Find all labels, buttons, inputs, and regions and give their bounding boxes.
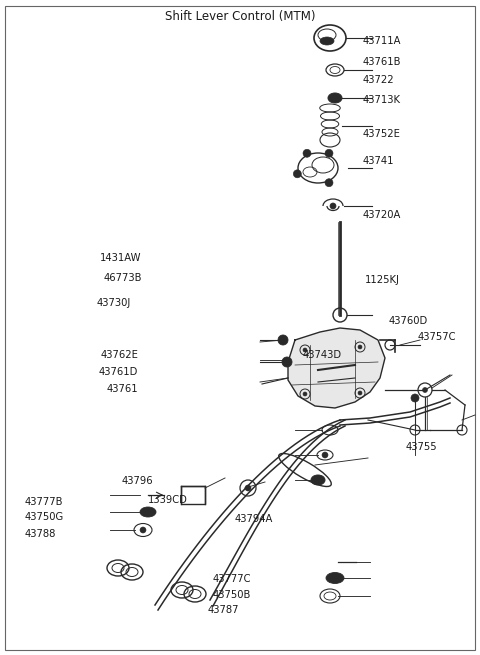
Text: 43750B: 43750B [212, 590, 251, 600]
Circle shape [330, 203, 336, 209]
Text: 43720A: 43720A [362, 210, 401, 220]
Text: 43711A: 43711A [362, 35, 401, 46]
Text: 1125KJ: 1125KJ [365, 275, 400, 286]
Text: 43761D: 43761D [99, 367, 138, 377]
Text: 43777C: 43777C [212, 574, 251, 584]
Ellipse shape [140, 507, 156, 517]
Text: 1339CD: 1339CD [148, 495, 188, 506]
Circle shape [358, 345, 362, 349]
Circle shape [325, 149, 333, 157]
Circle shape [278, 335, 288, 345]
Circle shape [282, 357, 292, 367]
Text: 46773B: 46773B [103, 272, 142, 283]
Text: 43722: 43722 [362, 75, 394, 85]
Text: 43761: 43761 [107, 384, 138, 394]
Text: 43750G: 43750G [25, 512, 64, 523]
Text: 43787: 43787 [207, 605, 239, 616]
Circle shape [422, 388, 428, 392]
Text: 43760D: 43760D [389, 316, 428, 326]
Text: 43777B: 43777B [25, 496, 63, 507]
Circle shape [293, 170, 301, 178]
Circle shape [303, 348, 307, 352]
Text: 43713K: 43713K [362, 94, 400, 105]
Circle shape [325, 179, 333, 187]
Circle shape [358, 391, 362, 395]
Circle shape [411, 394, 419, 402]
Text: 43788: 43788 [25, 529, 56, 539]
Circle shape [245, 485, 251, 491]
Text: 43755: 43755 [406, 441, 437, 452]
Text: Shift Lever Control (MTM): Shift Lever Control (MTM) [165, 10, 315, 23]
Ellipse shape [328, 93, 342, 103]
Circle shape [303, 149, 311, 157]
Text: 43762E: 43762E [100, 350, 138, 360]
Text: 43757C: 43757C [418, 331, 456, 342]
Circle shape [140, 527, 146, 533]
Text: 43794A: 43794A [234, 514, 273, 524]
Text: 43752E: 43752E [362, 128, 400, 139]
Circle shape [303, 392, 307, 396]
Text: 43730J: 43730J [96, 297, 131, 308]
Text: 43741: 43741 [362, 156, 394, 166]
Ellipse shape [311, 475, 325, 485]
Polygon shape [288, 328, 385, 408]
Circle shape [322, 452, 328, 458]
Text: 43761B: 43761B [362, 56, 401, 67]
Text: 1431AW: 1431AW [100, 253, 142, 263]
Text: 43743D: 43743D [302, 350, 342, 360]
Ellipse shape [320, 37, 334, 45]
Text: 43796: 43796 [121, 476, 153, 486]
Ellipse shape [326, 572, 344, 584]
